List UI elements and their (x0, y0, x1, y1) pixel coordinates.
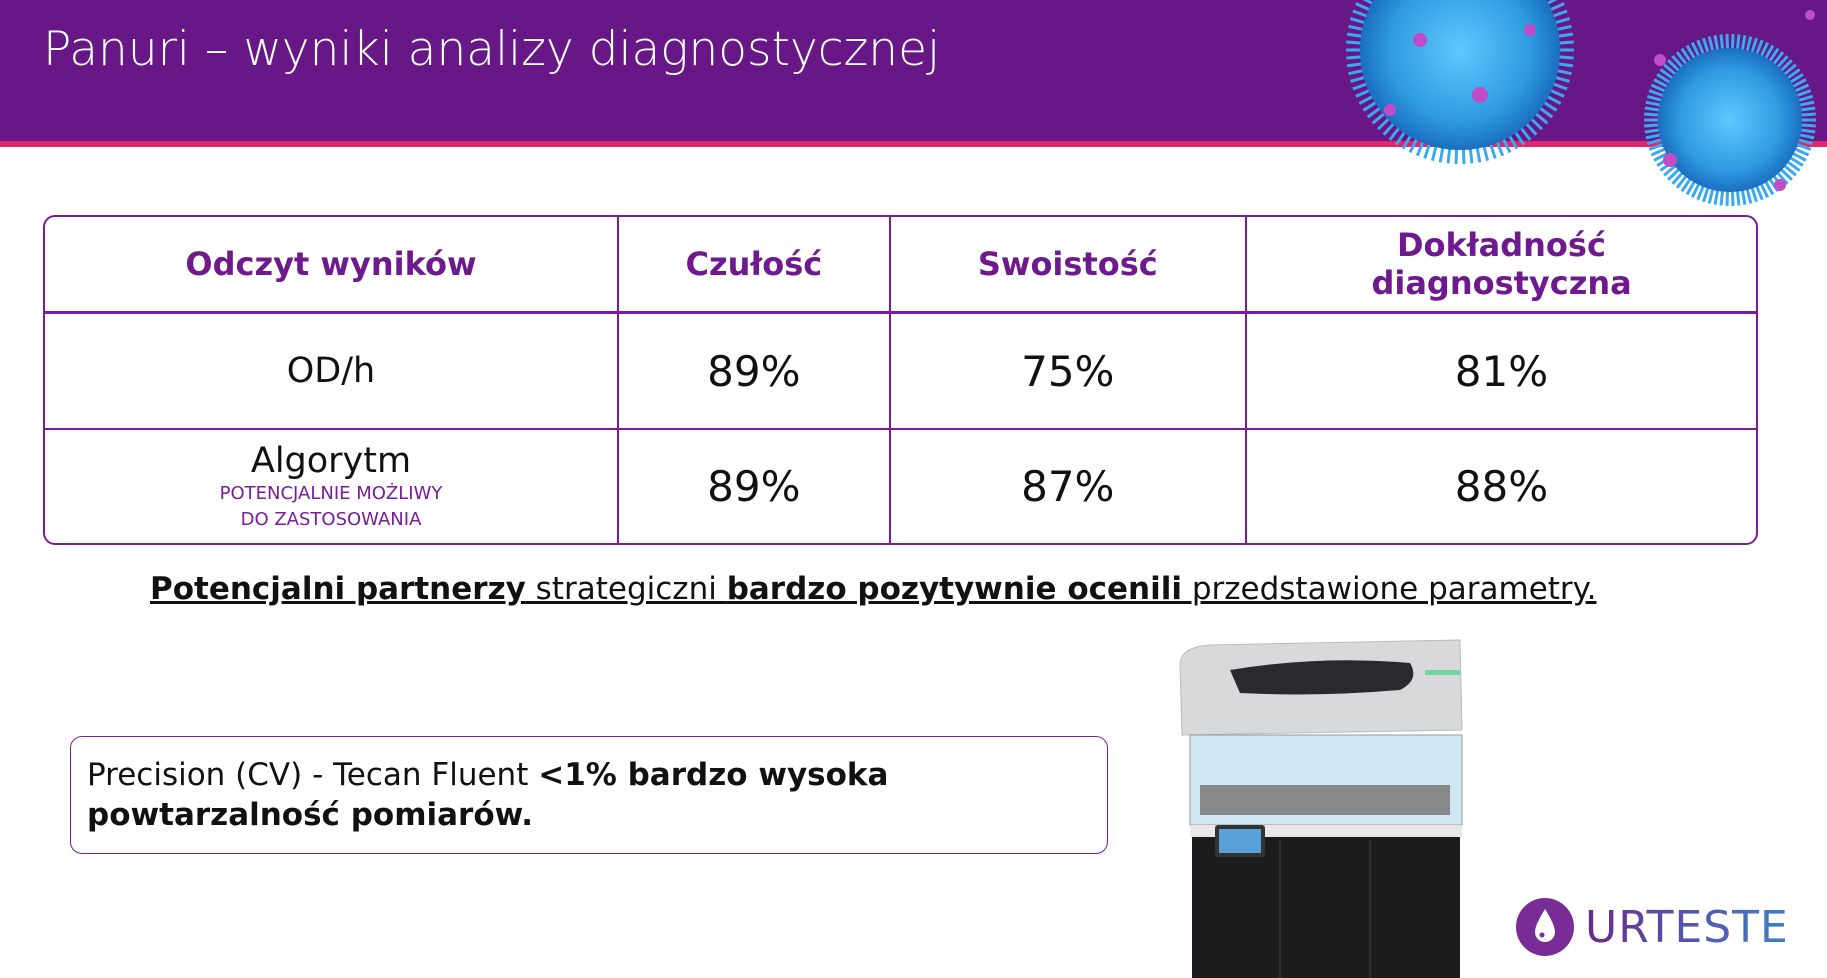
statement-text: strategiczni (525, 571, 727, 607)
results-table: Odczyt wyników Czułość Swoistość Dokładn… (43, 215, 1758, 545)
drop-icon (1516, 898, 1574, 956)
cell-sensitivity: 89% (618, 314, 891, 430)
table-row: Algorytm POTENCJALNIE MOŻLIWY DO ZASTOSO… (45, 430, 1756, 543)
page-title: Panuri – wyniki analizy diagnostycznej (43, 22, 941, 77)
header-accent-line (0, 141, 1827, 147)
statement-bold: bardzo pozytywnie ocenili (726, 571, 1182, 607)
urteste-logo: URTESTE (1515, 897, 1789, 957)
cell-sensitivity: 89% (619, 430, 891, 543)
row-sublabel: DO ZASTOSOWANIA (240, 508, 422, 530)
statement-text: przedstawione parametry. (1181, 571, 1597, 607)
statement-bold: Potencjalni partnerzy (150, 571, 526, 607)
cell-specificity: 75% (890, 314, 1247, 430)
row-label: Algorytm (250, 441, 412, 482)
precision-text: Precision (CV) - Tecan Fluent (87, 757, 539, 793)
row-label-cell: Algorytm POTENCJALNIE MOŻLIWY DO ZASTOSO… (45, 430, 619, 543)
row-label: OD/h (45, 314, 619, 430)
precision-box: Precision (CV) - Tecan Fluent <1% bardzo… (70, 736, 1108, 854)
partners-statement: Potencjalni partnerzy strategiczni bardz… (150, 571, 1596, 607)
cell-accuracy: 88% (1454, 462, 1549, 511)
logo-text: URTESTE (1585, 901, 1789, 953)
header-specificity: Swoistość (890, 217, 1247, 314)
precision-bold-text: <1% bardzo wysoka powtarzalność pomiarów… (87, 757, 889, 833)
cell-accuracy: 81% (1246, 314, 1756, 430)
cell-specificity: 87% (891, 430, 1247, 543)
table-row: OD/h 89% 75% 81% (45, 314, 1756, 430)
tecan-fluent-instrument-image (1179, 639, 1463, 978)
table-header-row: Odczyt wyników Czułość Swoistość Dokładn… (45, 217, 1756, 314)
header-accuracy: Dokładność diagnostyczna (1246, 217, 1756, 314)
header-sensitivity: Czułość (618, 217, 891, 314)
virus-illustration (1346, 0, 1816, 206)
header-reading: Odczyt wyników (45, 217, 619, 314)
header-accuracy-text: Dokładność diagnostyczna (1371, 225, 1632, 302)
row-sublabel: POTENCJALNIE MOŻLIWY (219, 483, 443, 505)
